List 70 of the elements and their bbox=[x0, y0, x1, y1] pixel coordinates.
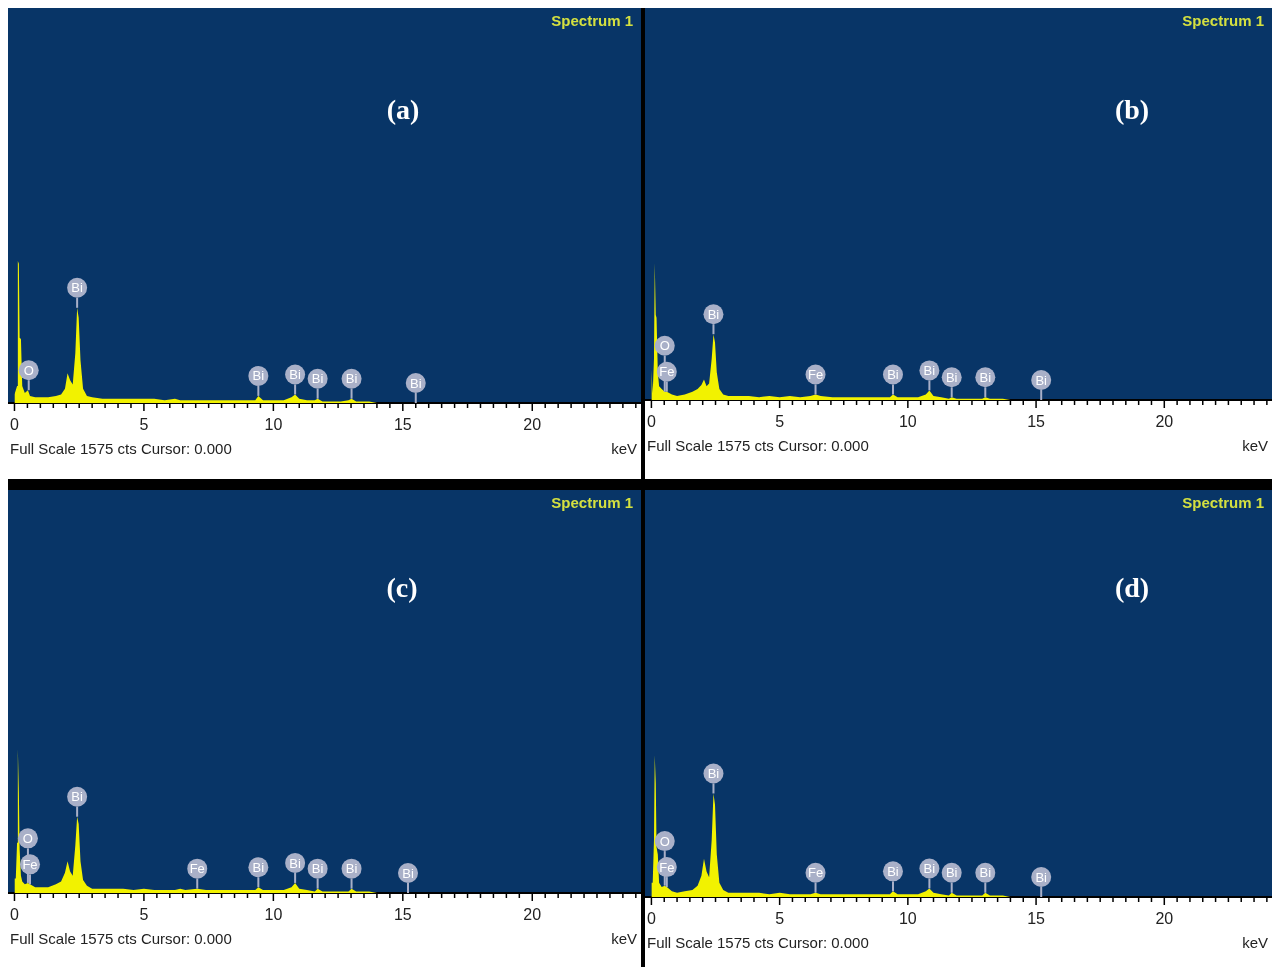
x-tick-label: 15 bbox=[393, 906, 412, 924]
x-tick-label: 10 bbox=[898, 413, 917, 431]
annotation: Bi bbox=[409, 375, 422, 391]
annotation: Bi bbox=[345, 371, 358, 387]
x-tick-label: 5 bbox=[139, 416, 149, 434]
x-tick-label: 20 bbox=[1155, 413, 1174, 431]
annotation: Bi bbox=[887, 367, 899, 383]
annotation: Fe bbox=[807, 865, 824, 881]
x-axis-title: keV bbox=[611, 929, 637, 949]
annotation: Bi bbox=[252, 859, 265, 875]
annotation: Fe bbox=[807, 367, 824, 383]
annotation: Bi bbox=[345, 861, 358, 877]
x-tick-label: 5 bbox=[775, 413, 785, 431]
annotation: Bi bbox=[945, 865, 958, 881]
annotation: Bi bbox=[289, 855, 301, 871]
x-tick-label: 0 bbox=[10, 416, 20, 434]
annotation: Fe bbox=[659, 859, 675, 875]
annotation: Bi bbox=[923, 861, 936, 877]
annotation: Fe bbox=[22, 856, 38, 872]
annotation: O bbox=[22, 830, 33, 846]
annotation: O bbox=[23, 362, 34, 378]
annotation: Bi bbox=[71, 280, 84, 296]
annotation: Bi bbox=[1035, 372, 1048, 388]
x-tick-label: 0 bbox=[646, 413, 656, 431]
text: Full Scale 1575 cts Cursor: 0.000 bbox=[647, 436, 869, 456]
annotation: Fe bbox=[189, 861, 205, 877]
chart-title: (d) bbox=[1114, 572, 1150, 604]
annotation: Bi bbox=[945, 369, 958, 385]
chart-subtitle: Spectrum 1 bbox=[1182, 494, 1264, 512]
x-axis-title: keV bbox=[611, 439, 637, 459]
annotation: Bi bbox=[887, 863, 899, 879]
x-tick-label: 0 bbox=[646, 910, 656, 928]
annotation: Bi bbox=[311, 371, 324, 387]
annotation: Bi bbox=[979, 369, 992, 385]
x-tick-label: 5 bbox=[775, 910, 785, 928]
x-axis-title: keV bbox=[1242, 436, 1268, 456]
annotation: Bi bbox=[923, 362, 936, 378]
annotation: Bi bbox=[252, 368, 265, 384]
text: Full Scale 1575 cts Cursor: 0.000 bbox=[10, 439, 232, 459]
x-tick-label: 15 bbox=[393, 416, 412, 434]
annotation: Bi bbox=[289, 367, 301, 383]
x-tick-label: 5 bbox=[139, 906, 149, 924]
annotation: O bbox=[659, 833, 670, 849]
text: Full Scale 1575 cts Cursor: 0.000 bbox=[647, 933, 869, 953]
x-tick-label: 15 bbox=[1027, 413, 1046, 431]
chart-subtitle: Spectrum 1 bbox=[1182, 12, 1264, 30]
annotation: O bbox=[659, 338, 670, 354]
chart-subtitle: Spectrum 1 bbox=[551, 12, 633, 30]
x-tick-label: 10 bbox=[264, 416, 283, 434]
annotation: Bi bbox=[1035, 869, 1048, 885]
annotation: Fe bbox=[659, 364, 675, 380]
annotation: Bi bbox=[707, 766, 720, 782]
x-tick-label: 10 bbox=[264, 906, 283, 924]
x-tick-label: 20 bbox=[523, 416, 542, 434]
x-tick-label: 20 bbox=[1155, 910, 1174, 928]
annotation: Bi bbox=[402, 865, 414, 881]
chart-title: (a) bbox=[386, 94, 420, 126]
chart-subtitle: Spectrum 1 bbox=[551, 494, 633, 512]
x-tick-label: 0 bbox=[10, 906, 20, 924]
annotation: Bi bbox=[707, 306, 720, 322]
x-tick-label: 10 bbox=[898, 910, 917, 928]
x-tick-label: 15 bbox=[1027, 910, 1046, 928]
x-axis-title: keV bbox=[1242, 933, 1268, 953]
annotation: Bi bbox=[979, 865, 992, 881]
annotation: Bi bbox=[311, 861, 324, 877]
x-tick-label: 20 bbox=[523, 906, 542, 924]
chart-title: (c) bbox=[386, 572, 418, 604]
chart-title: (b) bbox=[1114, 94, 1150, 126]
annotation: Bi bbox=[71, 789, 84, 805]
text: Full Scale 1575 cts Cursor: 0.000 bbox=[10, 929, 232, 949]
